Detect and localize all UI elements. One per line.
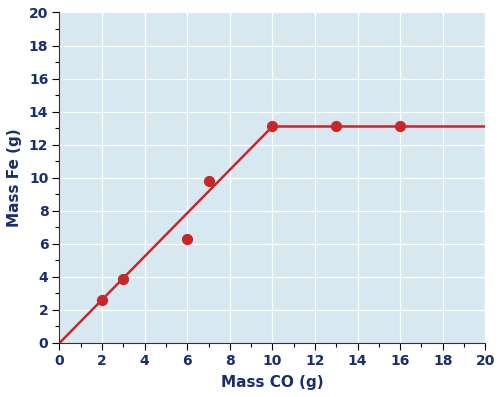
Point: [204, 178, 212, 184]
Point: [268, 123, 276, 130]
X-axis label: Mass CO (g): Mass CO (g): [220, 375, 323, 390]
Point: [395, 123, 403, 130]
Y-axis label: Mass Fe (g): Mass Fe (g): [7, 128, 22, 227]
Point: [183, 236, 191, 242]
Point: [98, 297, 106, 303]
Point: [119, 276, 127, 282]
Point: [332, 123, 340, 130]
